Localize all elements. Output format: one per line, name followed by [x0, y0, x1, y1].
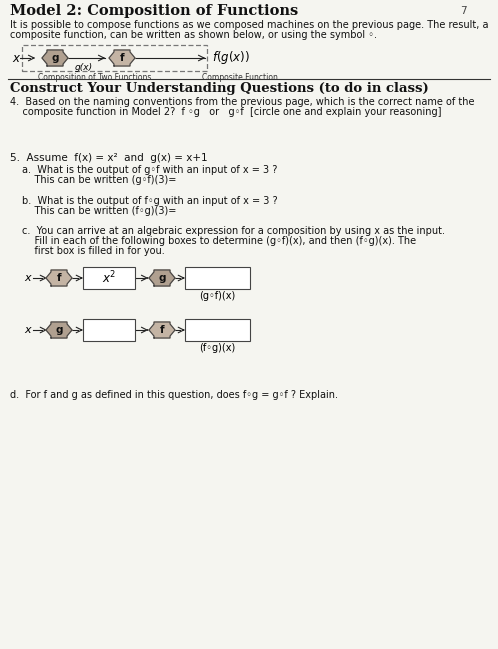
Text: c.  You can arrive at an algebraic expression for a composition by using x as th: c. You can arrive at an algebraic expres…	[22, 226, 445, 236]
Text: Model 2: Composition of Functions: Model 2: Composition of Functions	[10, 4, 298, 18]
Text: g: g	[55, 325, 63, 335]
Text: f: f	[160, 325, 164, 335]
Text: This can be written (f◦g)(3)=: This can be written (f◦g)(3)=	[22, 206, 176, 216]
Text: d.  For f and g as defined in this question, does f◦g = g◦f ? Explain.: d. For f and g as defined in this questi…	[10, 390, 338, 400]
Text: x: x	[25, 273, 31, 283]
Text: composite function, can be written as shown below, or using the symbol ◦.: composite function, can be written as sh…	[10, 30, 377, 40]
Bar	[185, 267, 250, 289]
Text: g: g	[51, 53, 59, 63]
Text: first box is filled in for you.: first box is filled in for you.	[22, 246, 165, 256]
Text: b.  What is the output of f◦g with an input of x = 3 ?: b. What is the output of f◦g with an inp…	[22, 196, 277, 206]
Bar	[83, 319, 135, 341]
Text: 7: 7	[460, 6, 467, 16]
Text: g: g	[158, 273, 166, 283]
Text: 4.  Based on the naming conventions from the previous page, which is the correct: 4. Based on the naming conventions from …	[10, 97, 475, 107]
Text: Fill in each of the following boxes to determine (g◦f)(x), and then (f◦g)(x). Th: Fill in each of the following boxes to d…	[22, 236, 416, 246]
Text: 5.  Assume  f(x) = x²  and  g(x) = x+1: 5. Assume f(x) = x² and g(x) = x+1	[10, 153, 208, 163]
Bar	[185, 319, 250, 341]
Text: composite function in Model 2?  f ◦g   or   g◦f  [circle one and explain your re: composite function in Model 2? f ◦g or g…	[10, 107, 442, 117]
Text: x: x	[12, 51, 19, 64]
Text: Construct Your Understanding Questions (to do in class): Construct Your Understanding Questions (…	[10, 82, 429, 95]
Text: f: f	[57, 273, 61, 283]
Text: Composition of Two Functions: Composition of Two Functions	[38, 73, 152, 82]
Bar	[83, 267, 135, 289]
Polygon shape	[109, 50, 135, 66]
Text: f: f	[120, 53, 124, 63]
Text: g(x): g(x)	[75, 62, 93, 71]
Text: (g◦f)(x): (g◦f)(x)	[199, 291, 236, 301]
Polygon shape	[149, 322, 175, 338]
Text: This can be written (g◦f)(3)=: This can be written (g◦f)(3)=	[22, 175, 176, 185]
Polygon shape	[46, 270, 72, 286]
Bar	[22, 45, 207, 71]
Text: a.  What is the output of g◦f with an input of x = 3 ?: a. What is the output of g◦f with an inp…	[22, 165, 277, 175]
Text: (f◦g)(x): (f◦g)(x)	[199, 343, 236, 353]
Text: x: x	[25, 325, 31, 335]
Polygon shape	[149, 270, 175, 286]
Text: $x^2$: $x^2$	[102, 270, 116, 286]
Text: Composite Function: Composite Function	[202, 73, 278, 82]
Polygon shape	[46, 322, 72, 338]
Polygon shape	[42, 50, 68, 66]
Text: $f(g(x))$: $f(g(x))$	[212, 49, 250, 66]
Text: It is possible to compose functions as we composed machines on the previous page: It is possible to compose functions as w…	[10, 20, 489, 30]
